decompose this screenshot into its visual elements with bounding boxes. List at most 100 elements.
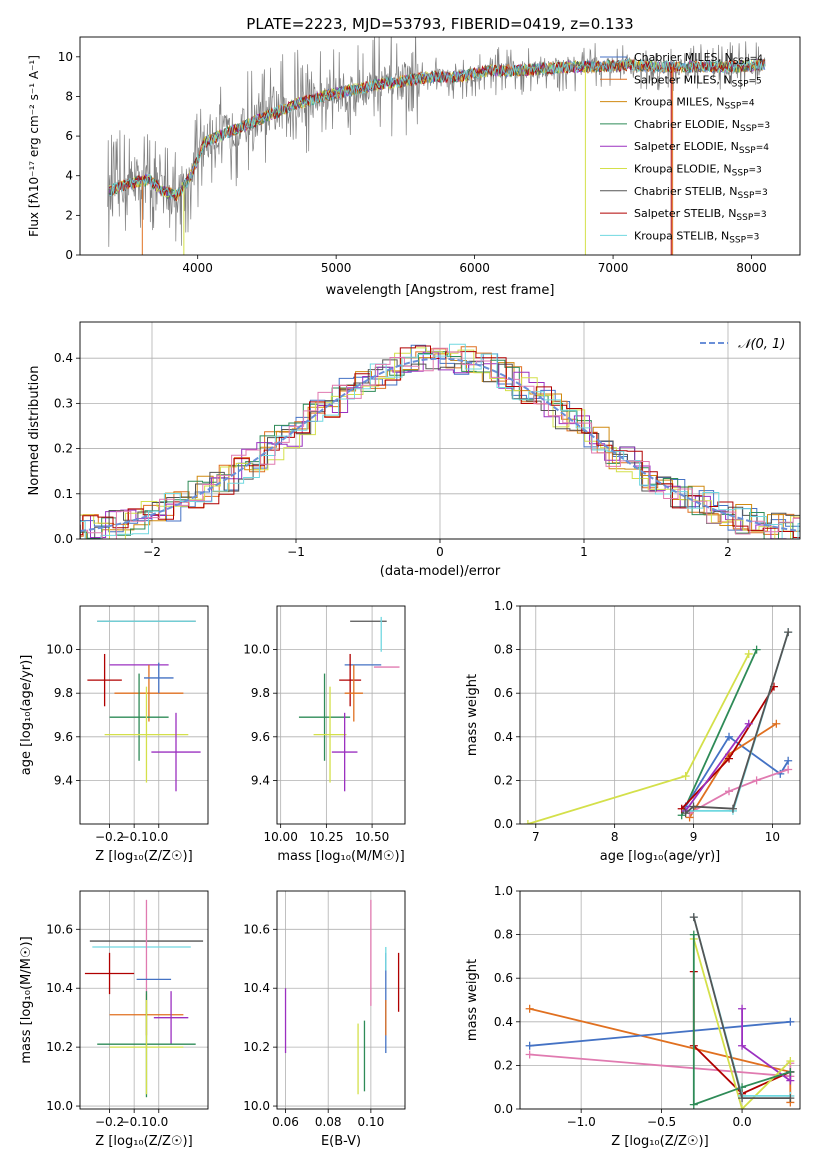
plot-frame [276, 890, 406, 1110]
series-marker [738, 1105, 747, 1109]
x-tick-label: −2 [143, 545, 161, 559]
histogram-group [80, 343, 800, 539]
y-tick-label: 1.0 [494, 884, 513, 898]
series-marker [525, 1004, 534, 1013]
figure-title: PLATE=2223, MJD=53793, FIBERID=0419, z=0… [246, 15, 633, 33]
y-tick-label: 10.6 [243, 922, 270, 936]
y-tick-label: 0.0 [54, 532, 73, 546]
x-tick-label: 8 [611, 830, 619, 844]
series-marker [786, 1067, 795, 1076]
y-tick-label: 10.4 [46, 981, 73, 995]
y-tick-label: 10.0 [46, 1099, 73, 1113]
series-marker [725, 732, 734, 741]
y-tick-label: 9.6 [251, 730, 270, 744]
series-line [741, 1008, 792, 1083]
series-line [689, 768, 789, 814]
x-tick-label: 7000 [598, 261, 629, 275]
legend-label: Salpeter MILES, NSSP=5 [634, 73, 762, 89]
x-tick-label: 0.0 [149, 1115, 168, 1129]
weight-lines [523, 628, 793, 824]
series-marker [772, 719, 781, 728]
errorbar-group [284, 899, 400, 1095]
series-marker [728, 804, 737, 813]
y-tick-label: 0.0 [494, 1102, 513, 1116]
series-marker [786, 1094, 795, 1103]
y-tick-label: 0.8 [494, 928, 513, 942]
x-tick-label: −1.0 [567, 1115, 596, 1129]
weight-lines [525, 913, 795, 1109]
series-marker [784, 628, 793, 637]
y-tick-label: 0.4 [494, 730, 513, 744]
y-tick-label: 0.6 [494, 686, 513, 700]
series-marker [786, 1076, 795, 1085]
y-tick-label: 9.4 [251, 773, 270, 787]
series-marker [725, 787, 734, 796]
y-tick-label: 9.6 [54, 730, 73, 744]
y-tick-label: 10.4 [243, 981, 270, 995]
legend-label: Kroupa STELIB, NSSP=3 [634, 229, 759, 245]
y-tick-label: 9.4 [54, 773, 73, 787]
x-tick-label: 2 [724, 545, 732, 559]
x-tick-label: −0.1 [120, 830, 149, 844]
y-tick-label: 2 [65, 208, 73, 222]
x-tick-label: −0.2 [95, 830, 124, 844]
x-axis-label: E(B-V) [321, 1134, 361, 1149]
x-tick-label: 10.50 [355, 830, 389, 844]
x-tick-label: 8000 [736, 261, 767, 275]
y-axis-label: mass [log₁₀(M/M☉)] [19, 936, 34, 1063]
y-tick-label: 10 [58, 50, 73, 64]
x-tick-label: 0.0 [149, 830, 168, 844]
series-line [685, 631, 790, 814]
series-marker [752, 776, 761, 785]
x-tick-label: 5000 [321, 261, 352, 275]
plot-frame [519, 605, 801, 825]
y-tick-label: 9.8 [251, 686, 270, 700]
legend-label: Chabrier STELIB, NSSP=3 [634, 185, 768, 201]
series-marker [525, 1041, 534, 1050]
x-axis-label: wavelength [Angstrom, rest frame] [326, 283, 555, 298]
plot-frame [519, 890, 801, 1110]
errorbar-group [87, 620, 201, 792]
histogram-step [80, 347, 800, 539]
x-axis-label: Z [log₁₀(Z/Z☉)] [95, 1134, 192, 1149]
x-tick-label: 0.08 [315, 1115, 342, 1129]
series-marker [681, 772, 690, 781]
series-line [684, 735, 789, 808]
histogram-step [80, 351, 800, 539]
series-line [529, 1020, 791, 1047]
x-tick-label: 4000 [182, 261, 213, 275]
series-marker [689, 913, 698, 922]
y-tick-label: 1.0 [494, 599, 513, 613]
y-tick-label: 10.0 [243, 1099, 270, 1113]
y-axis-label: mass weight [465, 674, 480, 756]
y-axis-label: age [log₁₀(age/yr)] [19, 655, 34, 776]
x-axis-label: mass [log₁₀(M/M☉)] [277, 849, 404, 864]
normal-curve [80, 357, 800, 533]
x-axis-label: Z [log₁₀(Z/Z☉)] [95, 849, 192, 864]
errorbar-group [84, 899, 204, 1098]
y-tick-label: 0.2 [54, 442, 73, 456]
series-marker [744, 649, 753, 658]
histogram-step [80, 347, 800, 539]
y-tick-label: 0.4 [494, 1015, 513, 1029]
plot-frame [79, 605, 209, 825]
series-marker [681, 809, 690, 818]
series-marker [784, 765, 793, 774]
spectrum-lines [107, 37, 766, 255]
plot-frame [79, 321, 801, 540]
panel-mass_vs_EBV: 0.06 0.08 0.10 10.0 10.2 10.4 10.6 E(B-V) [243, 890, 406, 1149]
panel-spectrum: 4000 5000 6000 7000 8000 0 2 4 6 8 10 Chabrier MILE… [27, 36, 801, 298]
y-tick-label: 0.8 [494, 643, 513, 657]
y-axis-label: Normed distribution [27, 366, 42, 496]
panel-weight_vs_age: 7 8 9 10 0.0 0.2 0.4 0.6 0.8 1.0 age [log₁₀(age/yr… [465, 599, 801, 864]
model-line [109, 58, 766, 202]
x-axis-label: Z [log₁₀(Z/Z☉)] [611, 1134, 708, 1149]
series-line [684, 723, 750, 812]
y-tick-label: 0.6 [494, 971, 513, 985]
y-tick-label: 10.0 [46, 643, 73, 657]
y-tick-label: 0.3 [54, 396, 73, 410]
y-tick-label: 0.2 [494, 773, 513, 787]
plot-frame [276, 605, 406, 825]
